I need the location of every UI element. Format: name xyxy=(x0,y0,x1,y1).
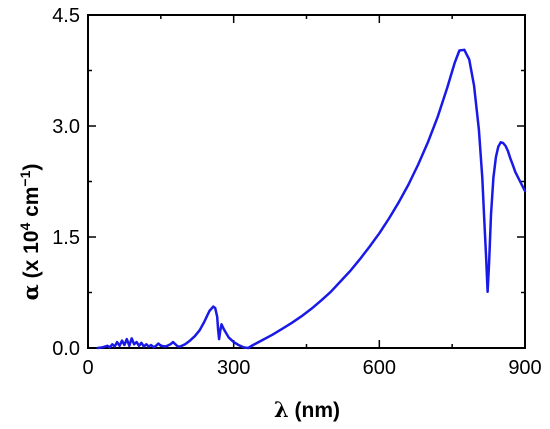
y-tick-label: 3.0 xyxy=(52,116,80,138)
x-tick-label: 600 xyxy=(363,357,396,379)
x-tick-label: 300 xyxy=(217,357,250,379)
series-layer xyxy=(96,48,527,350)
x-tick-label: 900 xyxy=(508,357,541,379)
y-tick-label: 4.5 xyxy=(52,5,80,27)
plot-frame xyxy=(87,14,526,349)
axis-ticks xyxy=(87,14,526,349)
series-line-0 xyxy=(96,48,527,350)
x-tick-label: 0 xyxy=(82,357,93,379)
y-axis-title: α (x 104 cm−1) xyxy=(17,164,43,301)
y-tick-label: 1.5 xyxy=(52,227,80,249)
y-tick-label: 0.0 xyxy=(52,338,80,360)
plot-border xyxy=(87,14,526,349)
x-axis-title: λ (nm) xyxy=(274,397,340,422)
tick-labels: 0 300 600 900 0.0 1.5 3.0 4.5 xyxy=(52,5,542,379)
